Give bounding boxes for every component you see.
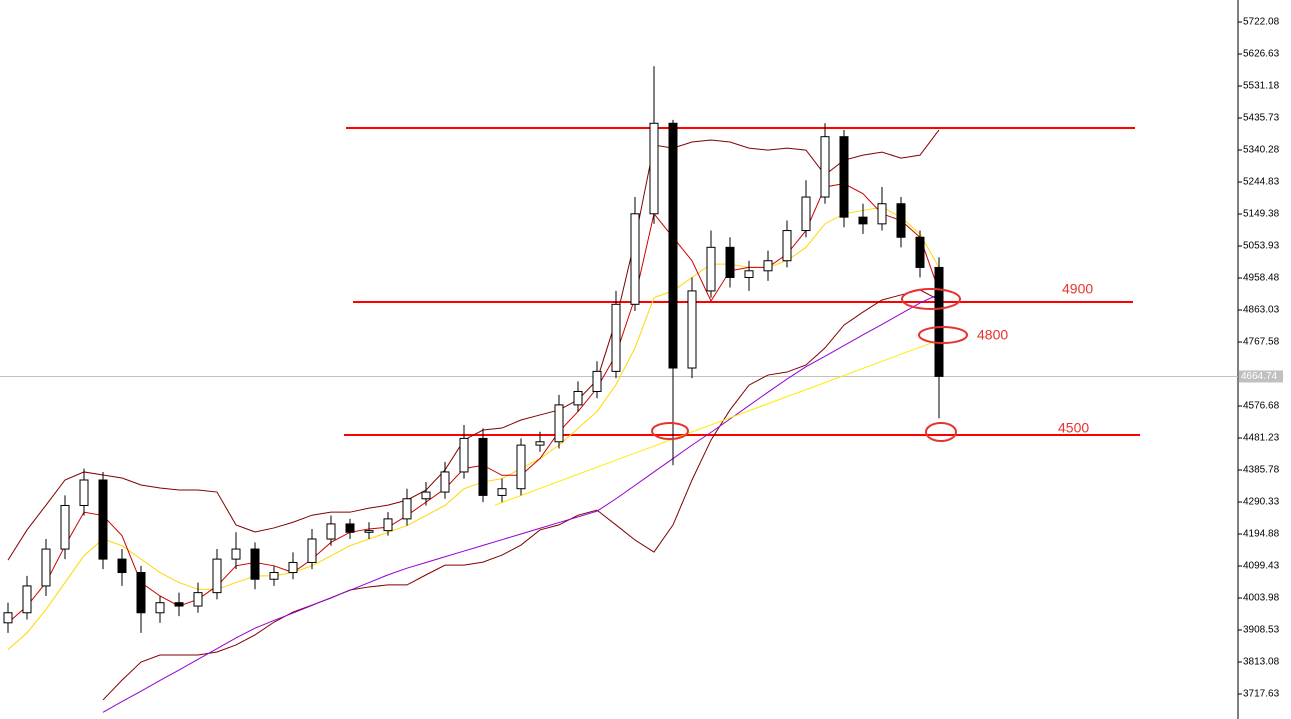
trendline	[494, 339, 940, 506]
candle-body	[934, 266, 944, 377]
indicator-line	[102, 293, 940, 713]
y-tick-label: 5053.93	[1243, 241, 1280, 252]
candle-body	[98, 479, 108, 560]
current-price-box	[1239, 370, 1283, 383]
y-tick-label: 5531.18	[1243, 81, 1280, 92]
candle-body	[174, 602, 184, 607]
candle-body	[877, 203, 887, 225]
indicator-line	[102, 289, 940, 701]
y-tick-label: 4194.88	[1243, 529, 1280, 540]
indicator-line	[7, 183, 940, 624]
candle-body	[250, 548, 260, 580]
candle-body	[307, 538, 317, 563]
candle-body	[896, 203, 906, 238]
candle-body	[117, 558, 127, 574]
candle-body	[459, 437, 469, 473]
candle-body	[478, 437, 488, 496]
candle-body	[516, 444, 526, 490]
y-tick-label: 3908.53	[1243, 625, 1280, 636]
candle-body	[22, 585, 32, 614]
candle-body	[212, 558, 222, 594]
annotation: 4500	[1058, 420, 1089, 436]
plot	[0, 66, 1238, 713]
y-tick-label: 4481.23	[1243, 433, 1280, 444]
candle-body	[345, 523, 355, 533]
candle-body	[649, 122, 659, 215]
y-tick-label: 4767.58	[1243, 337, 1280, 348]
candle-body	[288, 561, 298, 574]
candle-body	[611, 303, 621, 372]
candle-body	[668, 122, 678, 369]
annotation: 4900	[1062, 281, 1093, 297]
candle-body	[3, 612, 13, 624]
current-price-label: 4664.74	[1241, 371, 1278, 382]
candle-body	[820, 136, 830, 198]
y-tick-label: 5722.08	[1243, 17, 1280, 28]
candle-body	[725, 246, 735, 278]
candle-body	[839, 136, 849, 218]
y-tick-label: 4576.68	[1243, 401, 1280, 412]
y-tick-label: 4099.43	[1243, 561, 1280, 572]
y-tick-label: 4003.98	[1243, 593, 1280, 604]
candle-body	[60, 504, 70, 550]
candle-body	[497, 488, 507, 496]
highlight	[651, 422, 689, 440]
candle-body	[383, 518, 393, 532]
indicator-line	[7, 129, 940, 561]
y-tick-label: 4863.03	[1243, 305, 1280, 316]
candle-body	[592, 370, 602, 392]
candle-body	[326, 523, 336, 540]
candle-body	[858, 216, 868, 225]
candle-body	[421, 491, 431, 500]
y-tick-label: 5435.73	[1243, 113, 1280, 124]
candle-body	[269, 572, 279, 580]
candle-body	[554, 404, 564, 443]
candle-body	[136, 572, 146, 614]
candle-body	[573, 390, 583, 406]
indicator-line	[7, 206, 940, 651]
candle-body	[402, 498, 412, 520]
y-tick-label: 5626.63	[1243, 49, 1280, 60]
candle-body	[630, 213, 640, 305]
highlight	[901, 288, 961, 310]
candle-body	[364, 530, 374, 533]
y-tick-label: 5244.83	[1243, 177, 1280, 188]
candle-body	[79, 479, 89, 506]
candle-body	[706, 246, 716, 292]
candle-body	[231, 548, 241, 560]
y-tick-label: 5340.28	[1243, 145, 1280, 156]
candle-body	[782, 230, 792, 262]
candle-body	[744, 270, 754, 278]
y-tick-label: 5149.38	[1243, 209, 1280, 220]
y-tick-label: 3813.08	[1243, 657, 1280, 668]
annotation: 4800	[977, 327, 1008, 343]
candle-body	[801, 196, 811, 232]
candle-body	[915, 236, 925, 268]
candle-body	[440, 471, 450, 493]
highlight	[918, 326, 968, 344]
highlight	[925, 422, 957, 442]
candle-body	[41, 548, 51, 587]
candle-body	[763, 260, 773, 272]
candle-body	[687, 290, 697, 369]
candle-body	[535, 441, 545, 446]
y-tick-label: 4290.33	[1243, 497, 1280, 508]
y-tick-label: 4958.48	[1243, 273, 1280, 284]
candle-body	[193, 592, 203, 607]
y-tick-label: 4385.78	[1243, 465, 1280, 476]
candle-body	[155, 602, 165, 614]
y-tick-label: 3717.63	[1243, 689, 1280, 700]
